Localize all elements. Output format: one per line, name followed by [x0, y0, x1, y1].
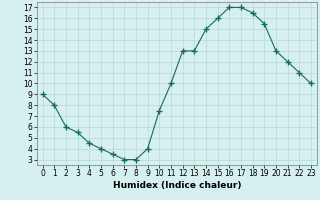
X-axis label: Humidex (Indice chaleur): Humidex (Indice chaleur) [113, 181, 241, 190]
